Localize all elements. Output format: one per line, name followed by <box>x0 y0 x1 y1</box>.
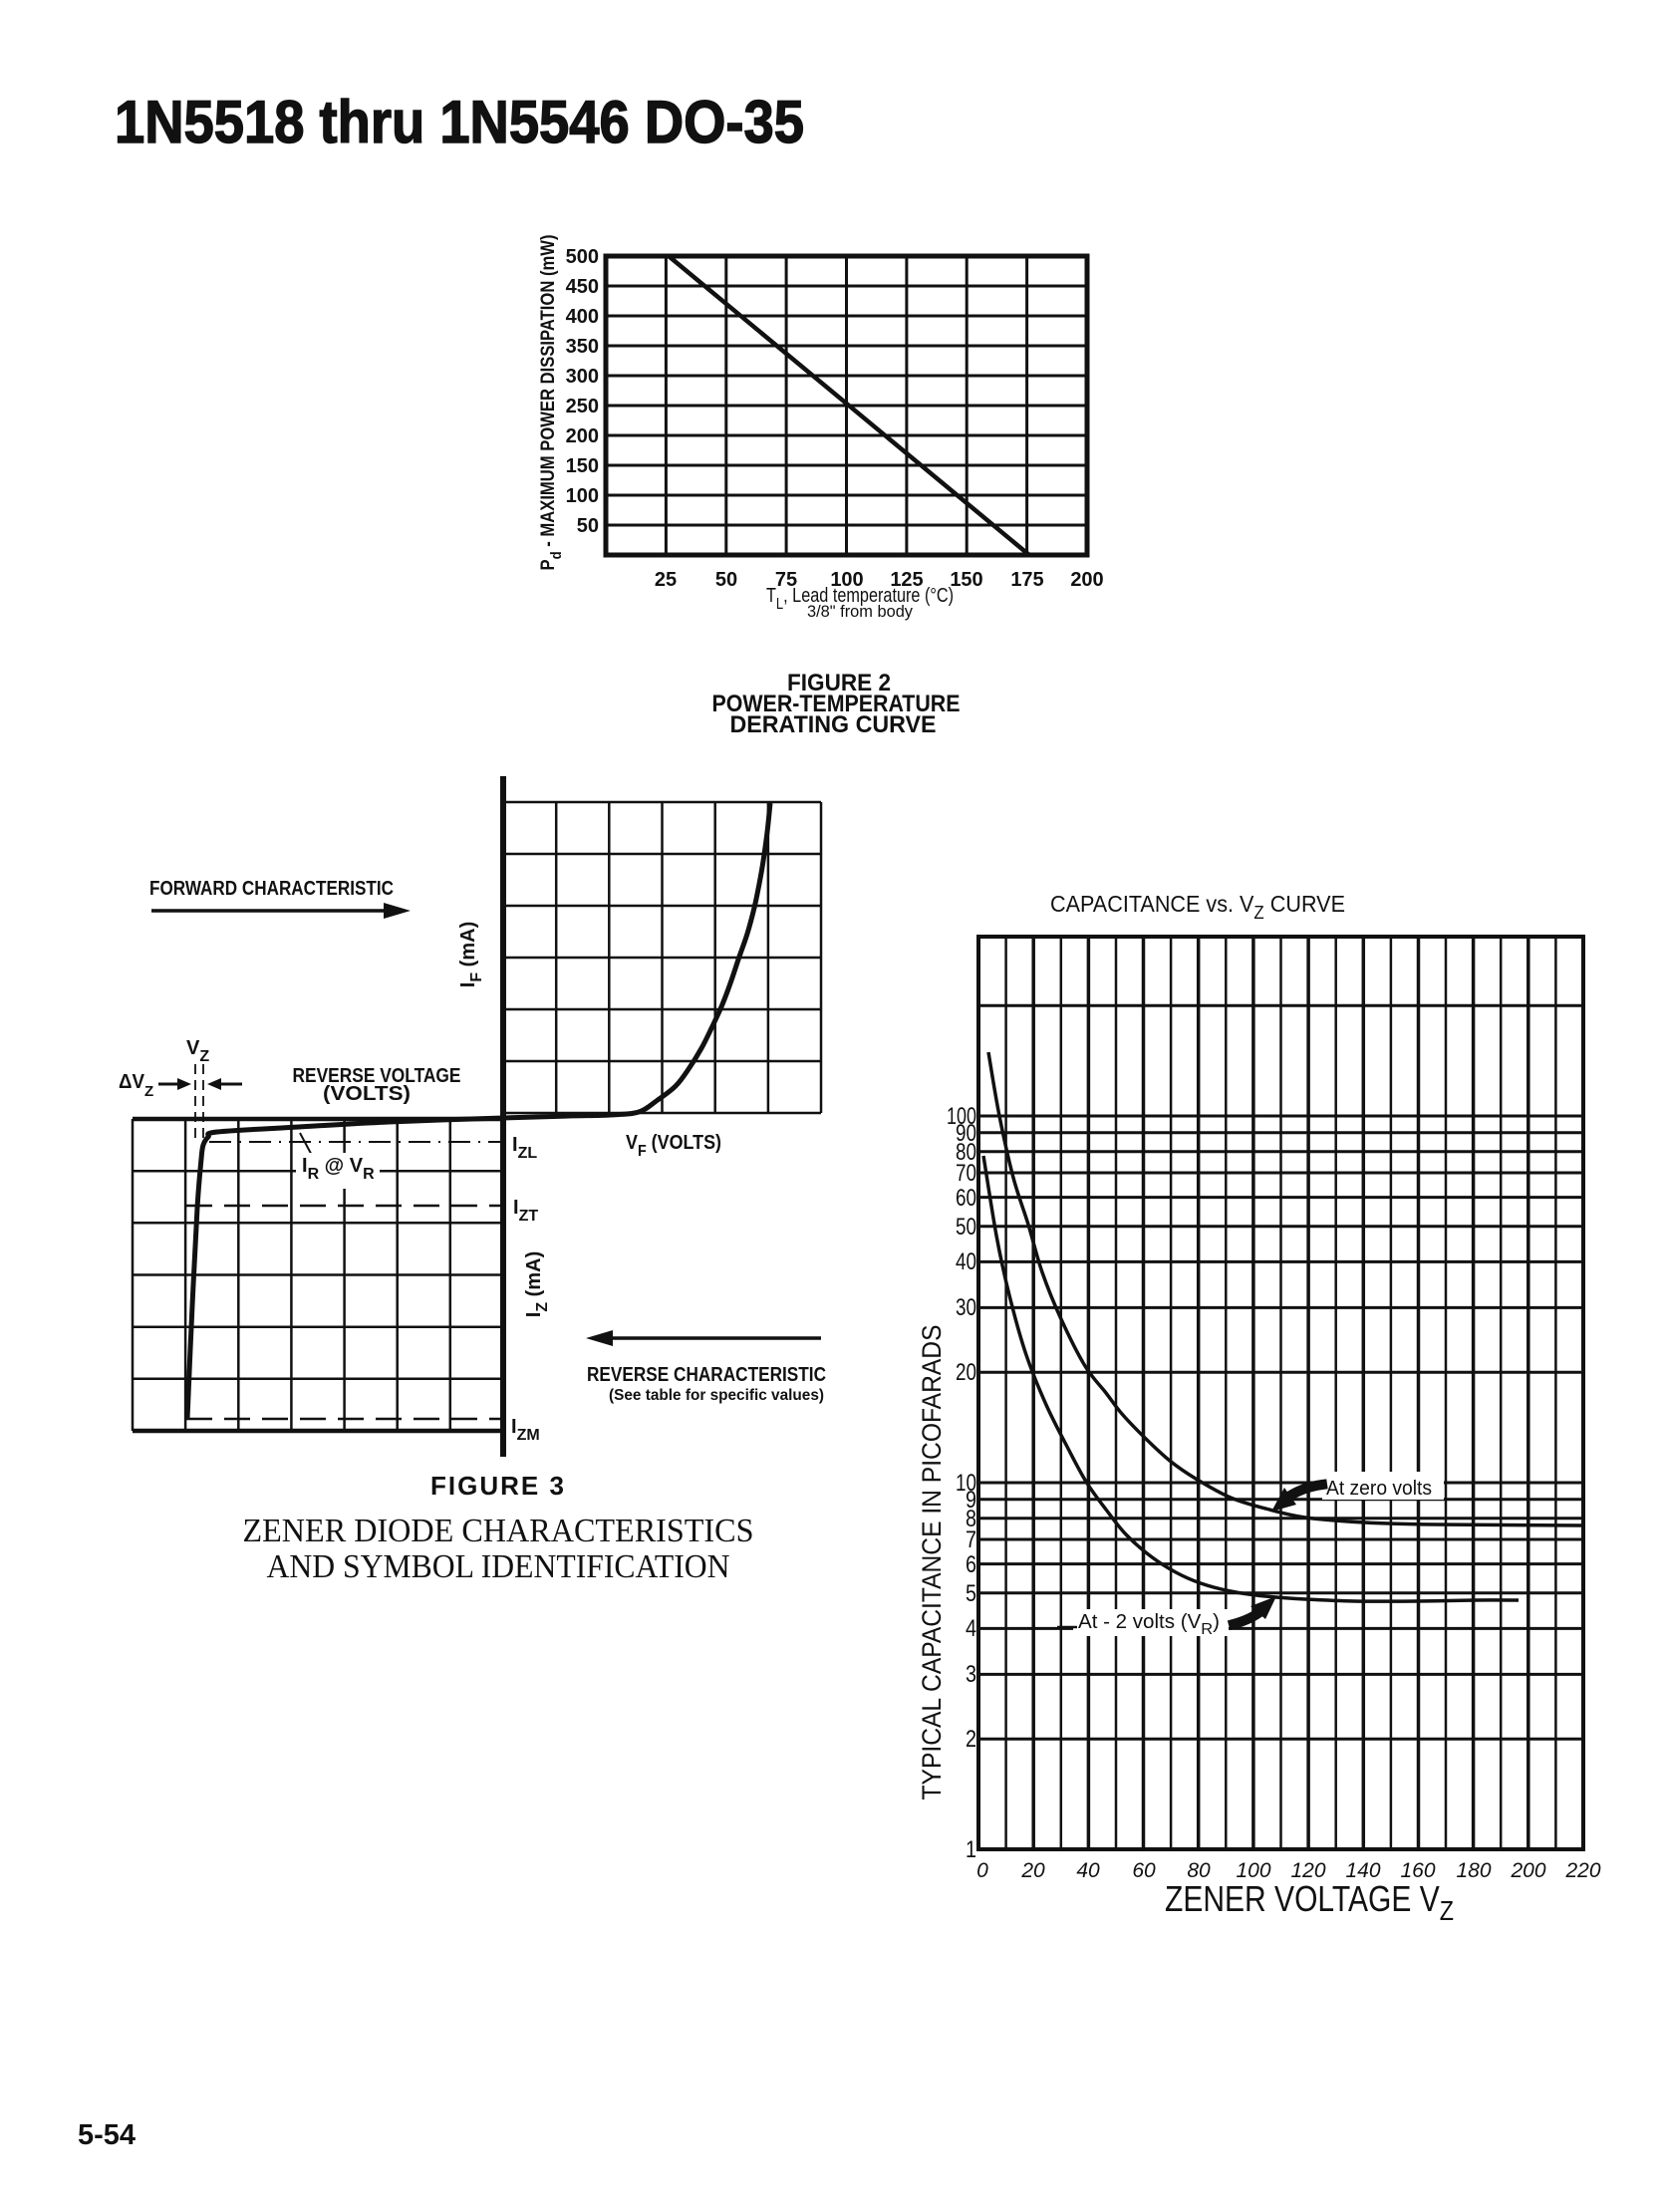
svg-text:50: 50 <box>956 1214 976 1241</box>
svg-text:3/8" from body: 3/8" from body <box>807 602 913 621</box>
svg-text:50: 50 <box>577 515 599 537</box>
svg-text:450: 450 <box>566 276 599 298</box>
svg-text:IZL: IZL <box>512 1134 537 1162</box>
svg-text:160: 160 <box>1400 1859 1435 1882</box>
svg-text:6: 6 <box>966 1551 976 1578</box>
svg-text:FIGURE 2: FIGURE 2 <box>787 670 891 696</box>
svg-text:175: 175 <box>1010 569 1043 591</box>
svg-text:400: 400 <box>566 306 599 328</box>
svg-text:8: 8 <box>966 1506 976 1532</box>
svg-text:300: 300 <box>566 366 599 388</box>
svg-text:5-54: 5-54 <box>78 2119 136 2151</box>
svg-text:100: 100 <box>566 485 599 507</box>
svg-text:Z: Z <box>144 1083 153 1100</box>
svg-text:100: 100 <box>1236 1859 1270 1882</box>
svg-text:30: 30 <box>956 1294 976 1321</box>
svg-text:80: 80 <box>956 1139 976 1166</box>
svg-text:50: 50 <box>715 569 737 591</box>
svg-text:1: 1 <box>966 1836 976 1863</box>
svg-text:80: 80 <box>1187 1859 1211 1882</box>
svg-text:10: 10 <box>956 1470 976 1497</box>
svg-text:POWER-TEMPERATURE: POWER-TEMPERATURE <box>712 691 961 717</box>
svg-text:REVERSE VOLTAGE: REVERSE VOLTAGE <box>293 1065 461 1087</box>
svg-text:200: 200 <box>566 425 599 447</box>
svg-text:250: 250 <box>566 396 599 417</box>
svg-text:150: 150 <box>566 455 599 477</box>
svg-text:20: 20 <box>956 1359 976 1386</box>
svg-text:5: 5 <box>966 1580 976 1607</box>
svg-text:7: 7 <box>966 1526 976 1553</box>
svg-text:IF (mA): IF (mA) <box>457 922 485 987</box>
svg-text:500: 500 <box>566 246 599 268</box>
svg-text:60: 60 <box>956 1185 976 1212</box>
svg-text:220: 220 <box>1564 1859 1600 1882</box>
svg-text:ΔV: ΔV <box>119 1071 145 1093</box>
svg-text:0: 0 <box>976 1859 988 1882</box>
svg-text:40: 40 <box>956 1248 976 1275</box>
svg-text:75: 75 <box>775 569 797 591</box>
svg-text:20: 20 <box>1020 1859 1045 1882</box>
svg-text:AND SYMBOL IDENTIFICATION: AND SYMBOL IDENTIFICATION <box>267 1548 730 1585</box>
svg-text:IZM: IZM <box>511 1416 540 1444</box>
svg-text:100: 100 <box>830 569 863 591</box>
svg-text:350: 350 <box>566 336 599 358</box>
svg-text:3: 3 <box>966 1661 976 1688</box>
svg-text:IZ (mA): IZ (mA) <box>523 1251 551 1317</box>
svg-text:(See table for specific values: (See table for specific values) <box>609 1387 824 1404</box>
svg-text:ZENER VOLTAGE VZ: ZENER VOLTAGE VZ <box>1165 1878 1454 1926</box>
svg-text:2: 2 <box>966 1726 976 1753</box>
svg-text:VF (VOLTS): VF (VOLTS) <box>626 1132 721 1160</box>
svg-text:9: 9 <box>966 1487 976 1514</box>
svg-text:40: 40 <box>1076 1859 1100 1882</box>
svg-text:Pd - MAXIMUM POWER DISSIPATION: Pd - MAXIMUM POWER DISSIPATION (mW) <box>538 235 565 571</box>
svg-text:FIGURE 3: FIGURE 3 <box>430 1471 566 1501</box>
svg-text:VZ: VZ <box>186 1037 209 1065</box>
svg-text:ZENER DIODE CHARACTERISTICS: ZENER DIODE CHARACTERISTICS <box>243 1513 754 1549</box>
svg-text:70: 70 <box>956 1160 976 1187</box>
svg-text:1N5518 thru 1N5546 DO-35: 1N5518 thru 1N5546 DO-35 <box>115 89 804 155</box>
svg-text:125: 125 <box>890 569 923 591</box>
svg-text:DERATING CURVE: DERATING CURVE <box>730 711 937 738</box>
svg-text:TYPICAL CAPACITANCE IN PICOFAR: TYPICAL CAPACITANCE IN PICOFARADS <box>917 1325 947 1800</box>
svg-text:100: 100 <box>947 1103 976 1130</box>
svg-text:4: 4 <box>966 1615 976 1642</box>
svg-text:FORWARD CHARACTERISTIC: FORWARD CHARACTERISTIC <box>149 878 394 900</box>
svg-text:150: 150 <box>950 569 982 591</box>
svg-text:90: 90 <box>956 1120 976 1147</box>
svg-text:(VOLTS): (VOLTS) <box>323 1083 411 1105</box>
svg-text:CAPACITANCE vs. VZ CURVE: CAPACITANCE vs. VZ CURVE <box>1050 891 1345 923</box>
svg-text:180: 180 <box>1456 1859 1491 1882</box>
svg-text:25: 25 <box>655 569 677 591</box>
svg-text:140: 140 <box>1345 1859 1380 1882</box>
svg-text:200: 200 <box>1070 569 1103 591</box>
svg-text:200: 200 <box>1510 1859 1545 1882</box>
svg-text:120: 120 <box>1290 1859 1325 1882</box>
svg-text:REVERSE CHARACTERISTIC: REVERSE CHARACTERISTIC <box>587 1364 826 1386</box>
svg-text:IZT: IZT <box>513 1197 538 1225</box>
svg-text:60: 60 <box>1132 1859 1156 1882</box>
svg-text:At zero volts: At zero volts <box>1326 1478 1432 1500</box>
